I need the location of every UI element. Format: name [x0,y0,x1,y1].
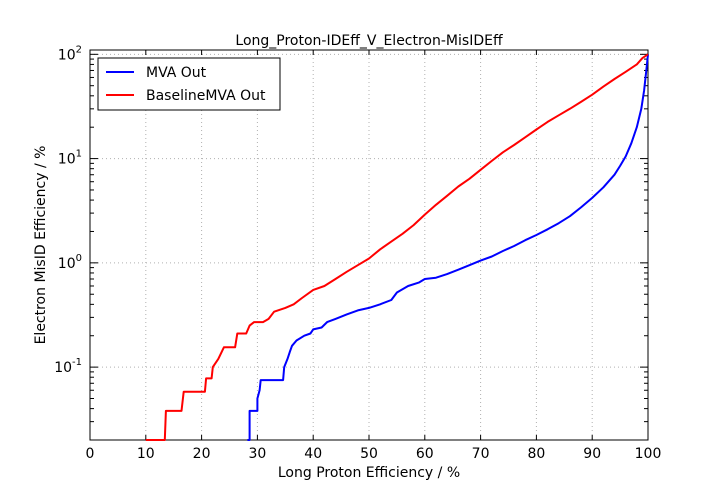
series-line-mva-out [247,54,649,441]
x-tick-label-60: 60 [416,446,434,462]
legend-box [97,57,281,111]
y-tick-label-2: 102 [58,44,82,63]
legend: MVA Out BaselineMVA Out [97,57,281,111]
y-axis-label: Electron MisID Efficiency / % [33,146,49,345]
x-tick-labels: 0 10 20 30 40 50 60 70 80 90 100 [86,446,662,462]
series-line-baselinemva-out [145,53,649,441]
axis-ticks [89,50,649,441]
x-tick-label-0: 0 [86,446,95,462]
legend-label-baselinemva-out: BaselineMVA Out [146,88,266,104]
y-tick-label-0: 100 [58,253,82,272]
series-lines [145,53,649,441]
x-tick-label-100: 100 [635,446,662,462]
x-tick-label-20: 20 [193,446,211,462]
x-tick-label-80: 80 [527,446,545,462]
x-tick-label-70: 70 [472,446,490,462]
x-tick-label-30: 30 [248,446,266,462]
x-tick-label-50: 50 [360,446,378,462]
legend-label-mva-out: MVA Out [146,65,207,81]
chart-title: Long_Proton-IDEff_V_Electron-MisIDEff [235,33,503,49]
y-tick-labels: 10-1 100 101 102 [54,44,82,376]
x-tick-label-40: 40 [304,446,322,462]
y-tick-label-1: 101 [58,149,82,168]
grid-lines [90,50,648,440]
y-tick-label--1: 10-1 [54,357,82,376]
x-tick-label-10: 10 [137,446,155,462]
x-axis-label: Long Proton Efficiency / % [278,465,460,481]
x-tick-label-90: 90 [583,446,601,462]
